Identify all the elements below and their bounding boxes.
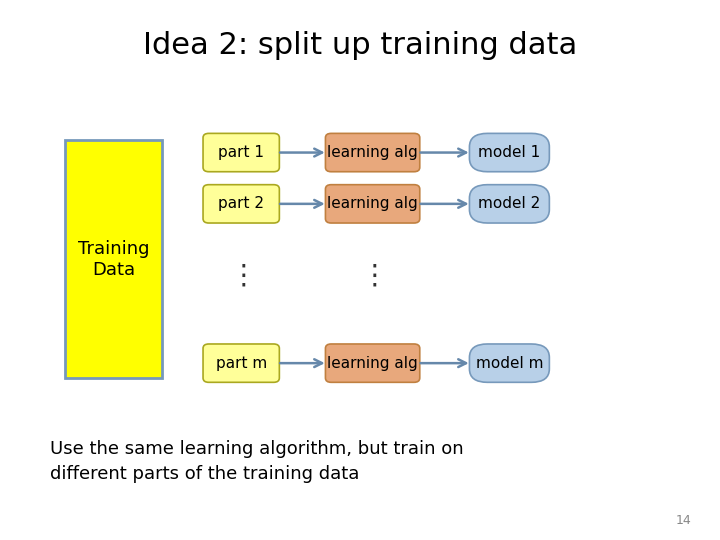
FancyBboxPatch shape bbox=[203, 185, 279, 223]
Text: model m: model m bbox=[476, 356, 543, 370]
FancyBboxPatch shape bbox=[469, 133, 549, 172]
Text: learning alg: learning alg bbox=[327, 197, 418, 211]
Text: Training
Data: Training Data bbox=[78, 240, 149, 279]
Text: learning alg: learning alg bbox=[327, 356, 418, 370]
FancyBboxPatch shape bbox=[325, 185, 420, 223]
Text: 14: 14 bbox=[675, 514, 691, 526]
Text: part 2: part 2 bbox=[218, 197, 264, 211]
Text: part m: part m bbox=[215, 356, 267, 370]
Text: model 2: model 2 bbox=[478, 197, 541, 211]
FancyBboxPatch shape bbox=[325, 344, 420, 382]
Text: learning alg: learning alg bbox=[327, 145, 418, 160]
Text: ⋮: ⋮ bbox=[230, 261, 257, 289]
FancyBboxPatch shape bbox=[469, 344, 549, 382]
Text: Idea 2: split up training data: Idea 2: split up training data bbox=[143, 31, 577, 60]
FancyBboxPatch shape bbox=[203, 344, 279, 382]
Text: ⋮: ⋮ bbox=[361, 261, 388, 289]
Text: Use the same learning algorithm, but train on
different parts of the training da: Use the same learning algorithm, but tra… bbox=[50, 440, 464, 483]
FancyBboxPatch shape bbox=[325, 133, 420, 172]
FancyBboxPatch shape bbox=[203, 133, 279, 172]
FancyBboxPatch shape bbox=[65, 140, 162, 378]
Text: part 1: part 1 bbox=[218, 145, 264, 160]
FancyBboxPatch shape bbox=[469, 185, 549, 223]
Text: model 1: model 1 bbox=[478, 145, 541, 160]
